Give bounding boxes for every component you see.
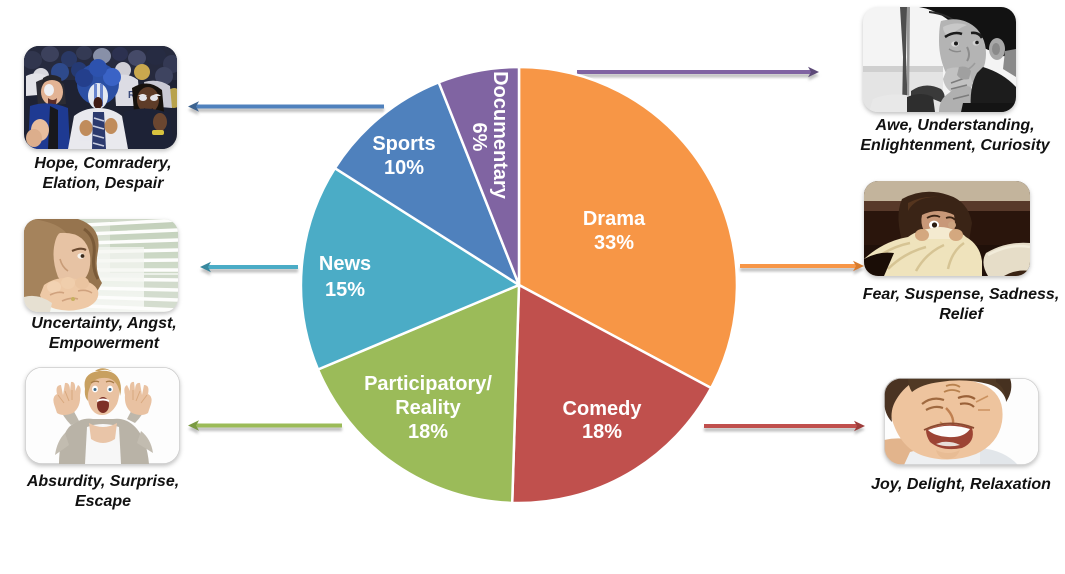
svg-text:Comedy: Comedy	[563, 398, 643, 420]
svg-text:Participatory/: Participatory/	[364, 373, 492, 395]
svg-text:18%: 18%	[408, 421, 448, 443]
svg-text:Reality: Reality	[395, 397, 461, 419]
svg-text:Sports: Sports	[372, 133, 435, 155]
svg-text:R: R	[128, 90, 136, 101]
svg-text:15%: 15%	[325, 279, 365, 301]
svg-text:33%: 33%	[594, 232, 634, 254]
svg-text:Documentary: Documentary	[489, 71, 511, 200]
svg-text:Drama: Drama	[583, 208, 646, 230]
svg-text:6%: 6%	[468, 123, 490, 152]
svg-text:10%: 10%	[384, 157, 424, 179]
svg-text:18%: 18%	[582, 421, 622, 443]
svg-text:News: News	[319, 253, 371, 275]
